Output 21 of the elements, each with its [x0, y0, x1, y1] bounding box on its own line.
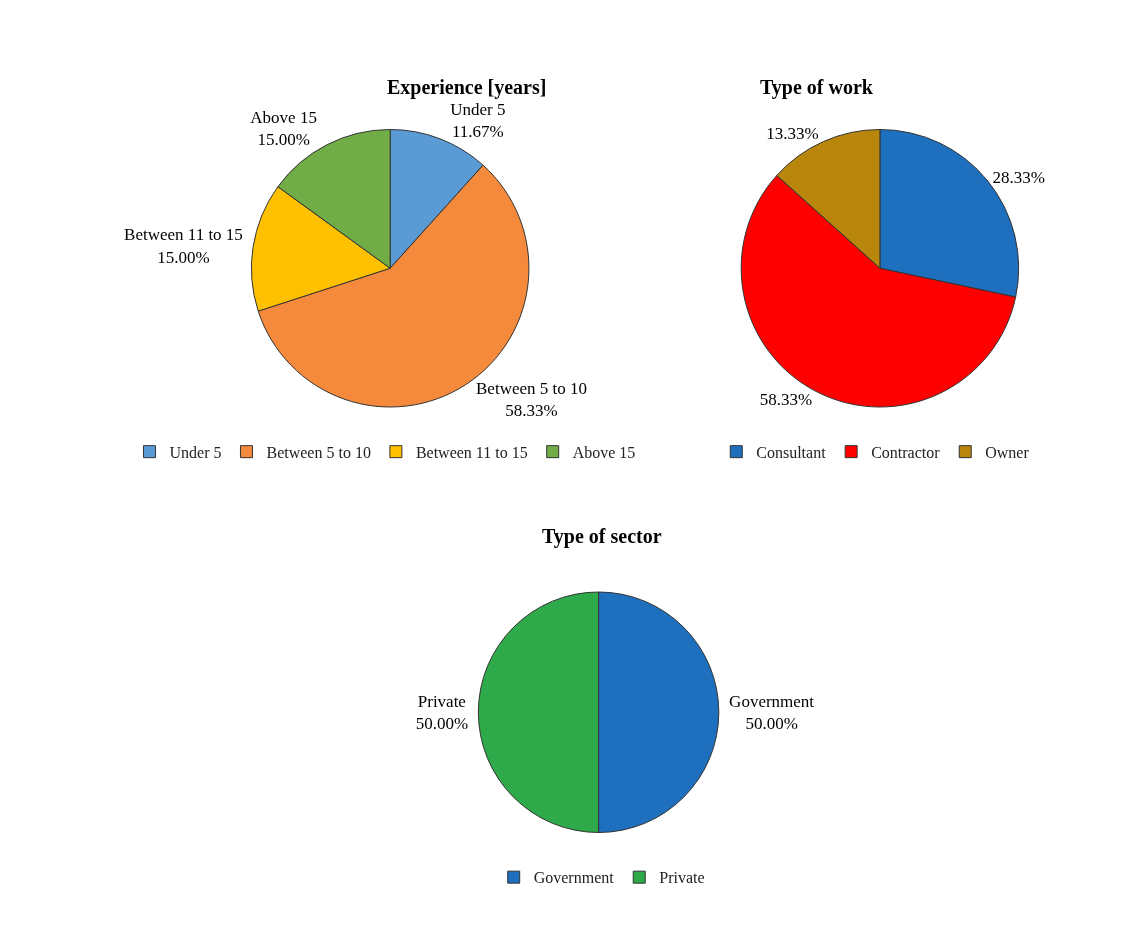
- data-label: Private 50.00%: [415, 691, 469, 733]
- legend-label: Between 5 to 10: [266, 443, 371, 461]
- data-label: Government 50.00%: [729, 691, 815, 733]
- data-label: Between 11 to 15 15.00%: [124, 225, 243, 267]
- legend-label: Under 5: [169, 443, 222, 461]
- data-label: Under 5 11.67%: [450, 100, 506, 142]
- legend-label: Contractor: [871, 443, 941, 461]
- legend-label: Owner: [985, 443, 1030, 461]
- data-label: 58.33%: [759, 389, 813, 409]
- data-label: 13.33%: [766, 124, 819, 144]
- legend-label: Private: [659, 869, 705, 887]
- data-label: Between 5 to 10 58.33%: [476, 378, 587, 420]
- data-label: Above 15 15.00%: [250, 107, 317, 149]
- legend-label: Above 15: [572, 443, 636, 461]
- legend-label: Consultant: [756, 443, 827, 461]
- legend-label: Government: [533, 869, 615, 887]
- legend-label: Between 11 to 15: [415, 443, 528, 461]
- chart-title: Experience [years]: [387, 76, 547, 99]
- data-label: 28.33%: [992, 167, 1045, 187]
- chart-title: Type of work: [760, 76, 874, 99]
- chart-title: Type of sector: [542, 525, 662, 548]
